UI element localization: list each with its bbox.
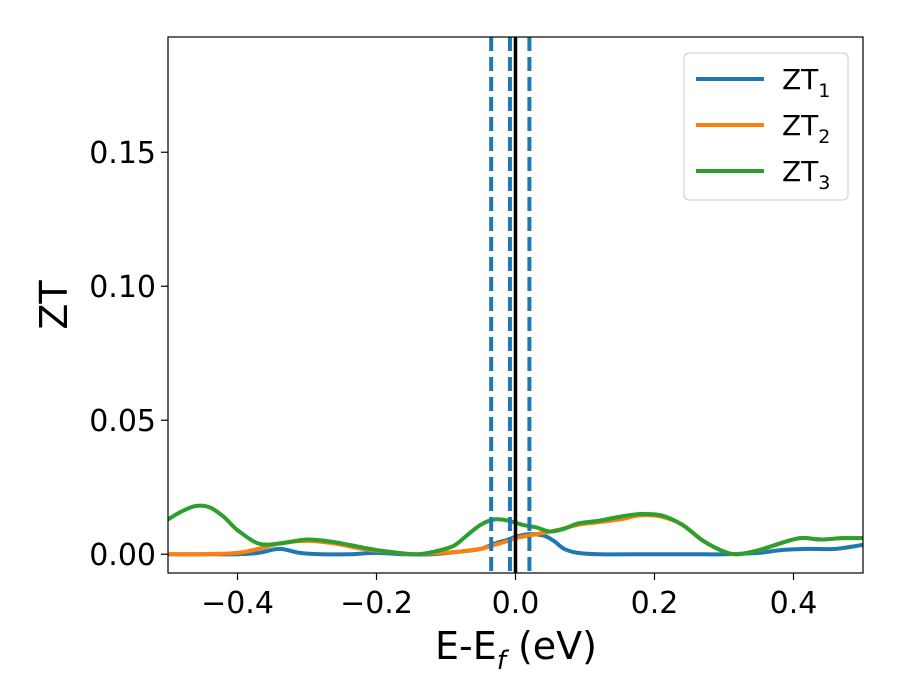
y-tick-label: 0.00 xyxy=(89,538,156,573)
legend-box xyxy=(683,52,849,201)
legend-label-2: ZT2 xyxy=(782,109,830,148)
x-axis-ticks: −0.4 −0.2 0.0 0.2 0.4 xyxy=(201,573,817,621)
y-tick-label: 0.10 xyxy=(89,270,156,305)
legend: ZT1 ZT2 ZT3 xyxy=(683,52,849,201)
y-tick-label: 0.15 xyxy=(89,136,156,171)
x-tick-label: 0.0 xyxy=(492,586,540,621)
x-tick-label: 0.2 xyxy=(631,586,679,621)
x-tick-label: 0.4 xyxy=(770,586,818,621)
legend-label-1: ZT1 xyxy=(782,63,830,102)
x-axis-label: E-Ef (eV) xyxy=(435,624,597,676)
y-axis-ticks: 0.00 0.05 0.10 0.15 xyxy=(89,136,168,573)
legend-label-3: ZT3 xyxy=(782,155,830,194)
plot-content xyxy=(168,37,863,573)
x-axis-label-unit: (eV) xyxy=(506,624,597,668)
x-tick-label: −0.2 xyxy=(340,586,413,621)
y-axis-label: ZT xyxy=(32,280,76,330)
x-tick-label: −0.4 xyxy=(201,586,274,621)
y-tick-label: 0.05 xyxy=(89,404,156,439)
